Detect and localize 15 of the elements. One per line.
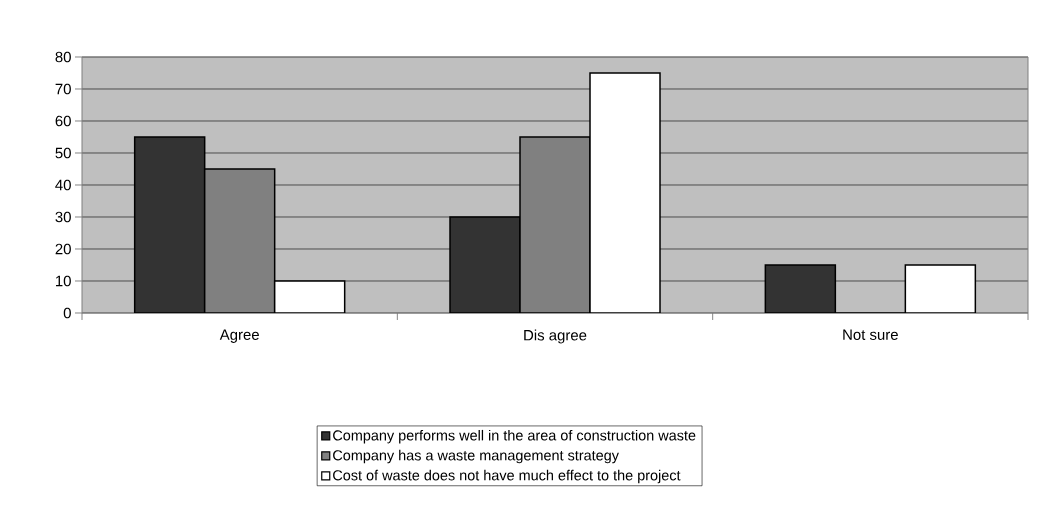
- legend-label: Cost of waste does not have much effect to the project: [333, 469, 681, 484]
- y-tick-label: 10: [56, 275, 71, 287]
- legend-label: Company performs well in the area of construction waste: [333, 429, 696, 444]
- legend-label: Company has a waste management strategy: [333, 449, 619, 464]
- y-tick-label: 0: [63, 307, 71, 319]
- y-tick-label: 30: [55, 211, 71, 223]
- y-tick-label: 50: [55, 147, 71, 159]
- y-tick-label: 80: [55, 51, 71, 63]
- x-tick-label: Dis agree: [524, 329, 587, 344]
- y-tick-label: 70: [55, 83, 71, 95]
- x-tick-label: Not sure: [843, 329, 898, 340]
- x-tick-label: Agree: [219, 329, 259, 343]
- y-tick-label: 60: [55, 115, 71, 127]
- y-tick-label: 20: [55, 243, 71, 255]
- y-tick-label: 40: [55, 179, 71, 191]
